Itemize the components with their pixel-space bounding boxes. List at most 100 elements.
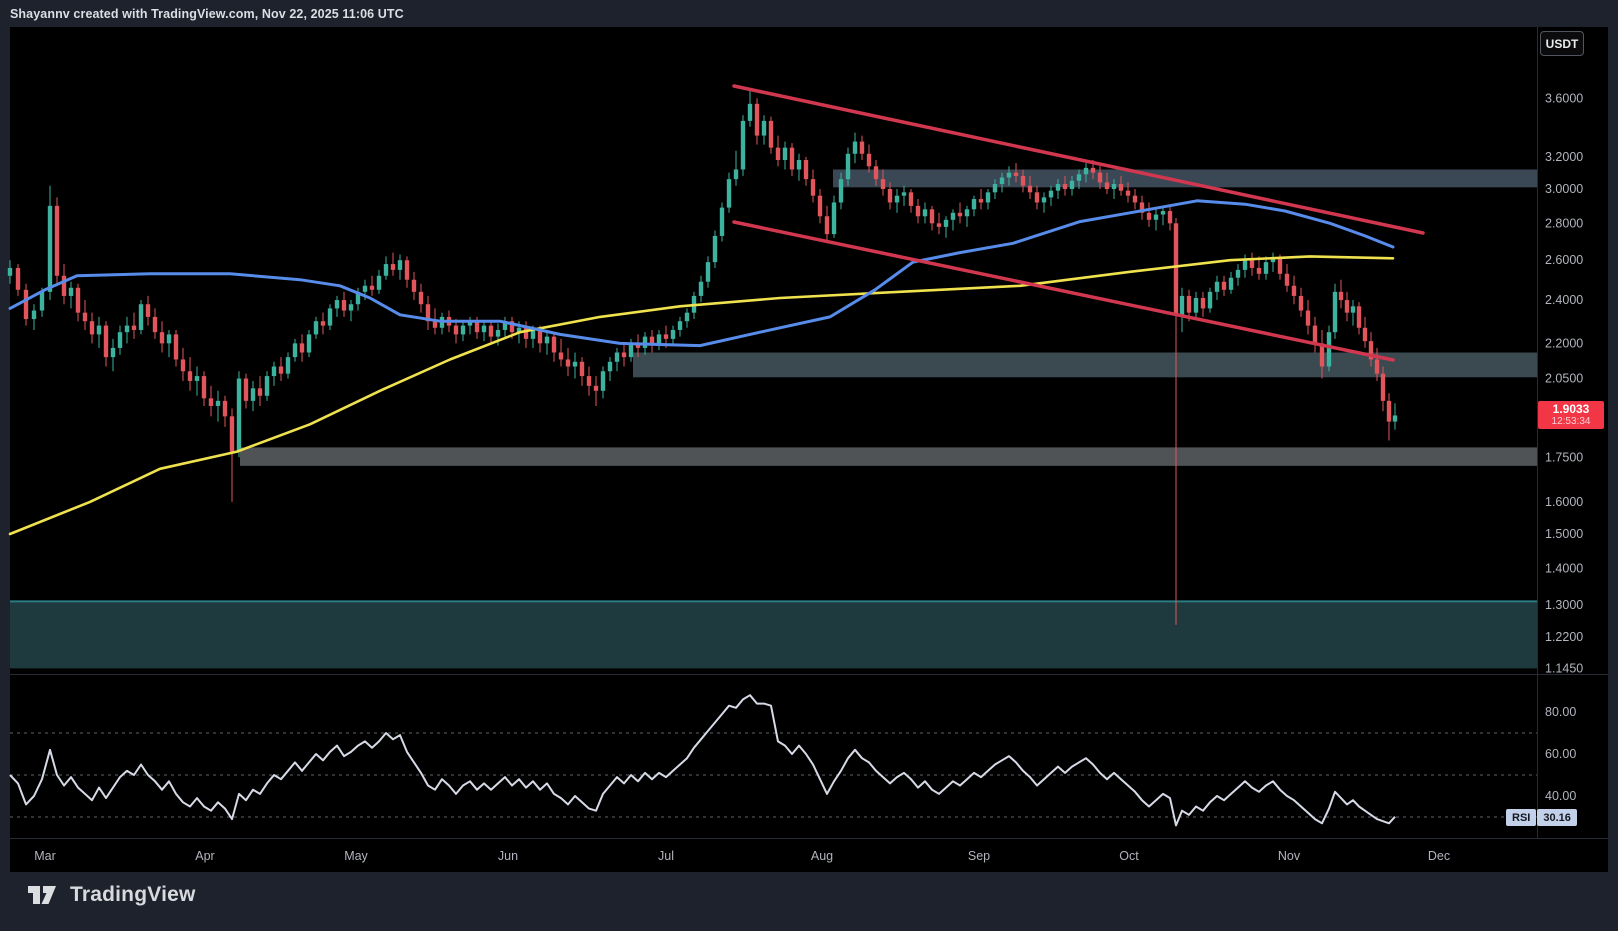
candle-body — [369, 285, 375, 290]
candle-body — [362, 285, 368, 292]
candle-body — [502, 321, 508, 330]
candle-body — [222, 400, 228, 417]
candle-body — [1350, 306, 1356, 313]
candle-body — [1392, 415, 1398, 422]
candle-body — [341, 300, 347, 311]
candle-body — [1256, 267, 1262, 274]
candle-body — [558, 352, 564, 360]
candle-body — [131, 325, 137, 330]
candle-body — [523, 327, 529, 339]
time-axis-label-dec[interactable]: Dec — [1428, 849, 1450, 863]
price-axis-label[interactable]: 1.5000 — [1545, 527, 1583, 541]
candle-body — [551, 336, 557, 353]
candle-body — [68, 287, 74, 296]
price-axis-label[interactable]: 1.7500 — [1545, 450, 1583, 464]
candle-body — [593, 385, 599, 391]
time-axis-label-sep[interactable]: Sep — [968, 849, 990, 863]
candle-body — [103, 325, 109, 358]
price-axis-label[interactable]: 2.8000 — [1545, 216, 1583, 230]
candle-body — [873, 166, 879, 180]
trendline-lower-channel[interactable] — [732, 220, 1395, 362]
candle-body — [348, 304, 354, 311]
candle-body — [488, 325, 494, 337]
candle-body — [1090, 167, 1096, 173]
candle-body — [432, 321, 438, 328]
price-axis-label[interactable]: 3.0000 — [1545, 182, 1583, 196]
rsi-axis-label[interactable]: 40.00 — [1545, 789, 1576, 803]
candle-body — [1344, 300, 1350, 313]
candle-body — [747, 103, 753, 121]
candle-body — [838, 179, 844, 203]
candle-body — [803, 159, 809, 180]
candle-body — [719, 207, 725, 236]
time-axis-label-apr[interactable]: Apr — [195, 849, 214, 863]
rsi-axis-label[interactable]: 80.00 — [1545, 705, 1576, 719]
candle-body — [187, 371, 193, 381]
trendline-upper-channel[interactable] — [732, 84, 1425, 235]
candle-body — [460, 325, 466, 335]
time-axis-label-jul[interactable]: Jul — [658, 849, 674, 863]
candle-body — [257, 388, 263, 396]
candle-body — [754, 103, 760, 136]
candle-body — [1076, 174, 1082, 181]
candle-body — [166, 334, 172, 344]
candle-body — [1186, 295, 1192, 313]
time-axis-label-nov[interactable]: Nov — [1278, 849, 1301, 863]
zone-demand-1.145-1.31 — [10, 601, 1537, 669]
time-axis-label-jun[interactable]: Jun — [498, 849, 518, 863]
candle-body — [1111, 184, 1117, 189]
candle-body — [124, 325, 130, 333]
price-axis-label[interactable]: 2.4000 — [1545, 293, 1583, 307]
rsi-axis-label[interactable]: 60.00 — [1545, 747, 1576, 761]
candle-body — [712, 235, 718, 263]
candle-body — [1207, 291, 1213, 309]
candle-body — [663, 334, 669, 339]
candle-body — [376, 275, 382, 290]
time-axis-label-aug[interactable]: Aug — [811, 849, 833, 863]
candle-body — [1132, 195, 1138, 203]
tradingview-logo[interactable]: TradingView — [28, 882, 196, 908]
last-price-value: 1.9033 — [1552, 401, 1590, 416]
candle-body — [670, 329, 676, 339]
candle-body — [733, 169, 739, 180]
candle-body — [544, 336, 550, 344]
candle-body — [775, 147, 781, 160]
symbol-currency-badge[interactable]: USDT — [1540, 31, 1584, 56]
time-axis-label-oct[interactable]: Oct — [1119, 849, 1139, 863]
candle-body — [866, 153, 872, 167]
candle-body — [453, 325, 459, 335]
candle-body — [628, 343, 634, 358]
attribution-bar: Shayannv created with TradingView.com, N… — [0, 0, 1618, 27]
candle-body — [313, 321, 319, 335]
price-axis-label[interactable]: 1.2200 — [1545, 630, 1583, 644]
price-axis-label[interactable]: 1.3000 — [1545, 598, 1583, 612]
candle-body — [1214, 281, 1220, 292]
candle-countdown-timer: 12:53:34 — [1551, 416, 1591, 428]
candle-body — [145, 304, 151, 317]
candle-body — [705, 262, 711, 282]
time-axis-label-may[interactable]: May — [344, 849, 368, 863]
candle-body — [418, 291, 424, 305]
candle-body — [565, 359, 571, 367]
rsi-indicator-label[interactable]: RSI — [1506, 809, 1537, 826]
price-axis-label[interactable]: 1.6000 — [1545, 495, 1583, 509]
price-axis-label[interactable]: 2.6000 — [1545, 253, 1583, 267]
candle-body — [726, 179, 732, 208]
price-axis-label[interactable]: 2.2000 — [1545, 336, 1583, 350]
candle-body — [761, 120, 767, 136]
candle-body — [1034, 192, 1040, 203]
candle-body — [894, 195, 900, 203]
candle-body — [23, 289, 29, 320]
price-axis-label[interactable]: 1.1450 — [1545, 661, 1583, 675]
candle-body — [7, 267, 13, 276]
price-axis-label[interactable]: 3.2000 — [1545, 150, 1583, 164]
time-axis-label-mar[interactable]: Mar — [34, 849, 56, 863]
candle-body — [1167, 211, 1173, 224]
candle-body — [810, 179, 816, 196]
price-axis-label[interactable]: 1.4000 — [1545, 561, 1583, 575]
price-axis-label[interactable]: 2.0500 — [1545, 372, 1583, 386]
candle-body — [1097, 172, 1103, 183]
price-axis-label[interactable]: 3.6000 — [1545, 91, 1583, 105]
candle-body — [1249, 260, 1255, 268]
